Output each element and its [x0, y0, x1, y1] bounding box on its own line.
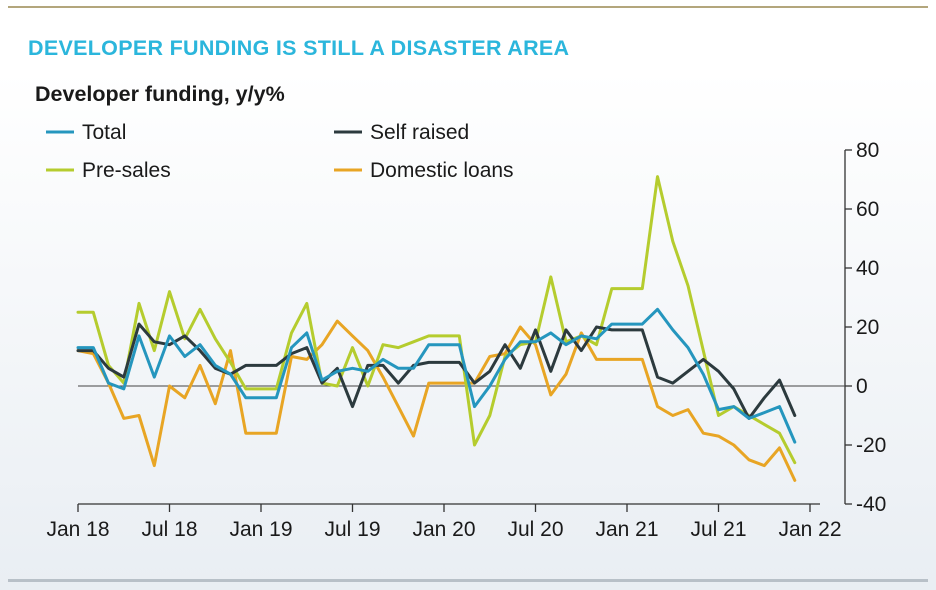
- y-tick-label: -20: [856, 434, 886, 457]
- x-tick-label: Jan 20: [412, 518, 475, 541]
- x-tick-label: Jul 20: [507, 518, 563, 541]
- x-tick-label: Jan 18: [46, 518, 109, 541]
- legend-label: Total: [82, 121, 126, 144]
- y-tick-label: 80: [856, 139, 879, 162]
- y-tick-label: 0: [856, 375, 868, 398]
- legend-label: Self raised: [370, 121, 469, 144]
- x-tick-label: Jul 21: [690, 518, 746, 541]
- series-lines: [76, 175, 797, 482]
- bottom-rule: [8, 579, 928, 582]
- legend-label: Pre-sales: [82, 159, 171, 182]
- axes: 80 60 40 20 0 -20 -40 Jan 18 Jul 18 Jan 19 Jul 19 J…: [46, 139, 886, 541]
- series-line-self-raised: [76, 322, 797, 420]
- legend-label: Domestic loans: [370, 159, 514, 182]
- legend: Total Self raised Pre-sales Domestic loans: [46, 121, 514, 182]
- chart-headline: DEVELOPER FUNDING IS STILL A DISASTER AR…: [28, 36, 570, 60]
- y-tick-label: 60: [856, 198, 879, 221]
- x-tick-label: Jan 21: [595, 518, 658, 541]
- y-tick-label: 40: [856, 257, 879, 280]
- x-tick-label: Jan 19: [229, 518, 292, 541]
- x-tick-label: Jan 22: [778, 518, 841, 541]
- y-tick-label: -40: [856, 493, 886, 516]
- series-line-domestic-loans: [76, 319, 797, 482]
- x-tick-label: Jul 18: [141, 518, 197, 541]
- y-tick-label: 20: [856, 316, 879, 339]
- chart-subtitle: Developer funding, y/y%: [35, 82, 285, 106]
- series-line-total: [76, 307, 797, 444]
- x-tick-label: Jul 19: [324, 518, 380, 541]
- top-rule: [8, 6, 928, 8]
- series-line-pre-sales: [76, 175, 797, 465]
